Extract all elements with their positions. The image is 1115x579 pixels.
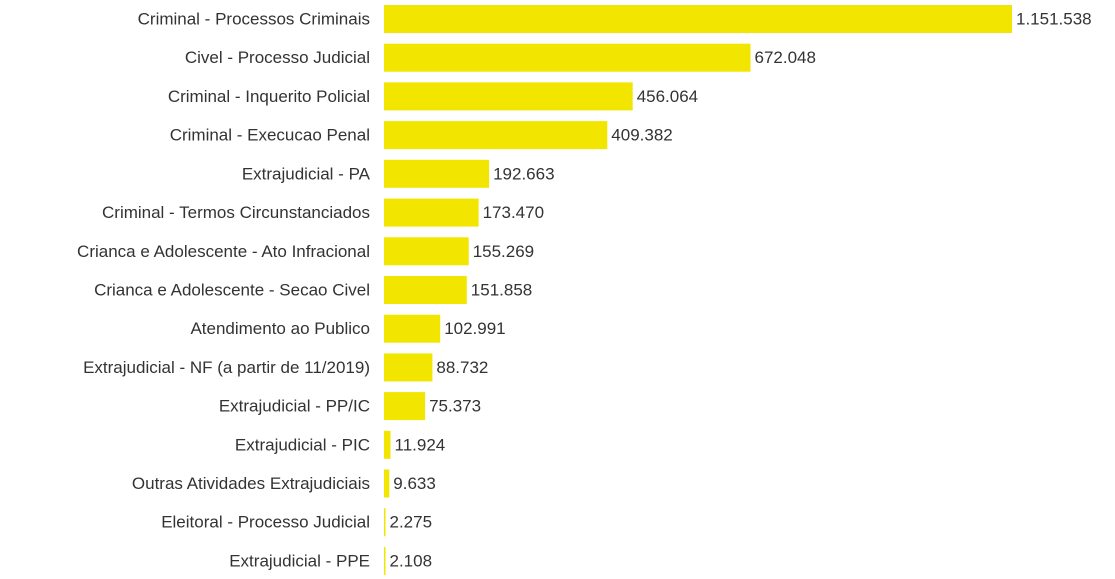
category-label: Criminal - Termos Circunstanciados xyxy=(102,203,370,222)
bar xyxy=(384,237,469,266)
category-label: Civel - Processo Judicial xyxy=(185,48,370,67)
value-label: 75.373 xyxy=(429,397,481,416)
bar xyxy=(384,508,386,537)
value-label: 409.382 xyxy=(611,126,672,145)
category-label: Eleitoral - Processo Judicial xyxy=(161,513,370,532)
value-label: 192.663 xyxy=(493,164,554,183)
bar xyxy=(384,159,490,188)
value-label: 2.108 xyxy=(390,551,433,570)
value-label: 102.991 xyxy=(444,319,505,338)
value-label: 11.924 xyxy=(395,435,446,454)
bar xyxy=(384,392,426,421)
value-label: 672.048 xyxy=(755,48,816,67)
bar xyxy=(384,353,433,382)
category-label: Extrajudicial - PPE xyxy=(229,551,370,570)
bar xyxy=(384,82,633,111)
category-label: Criminal - Processos Criminais xyxy=(138,10,370,29)
value-label: 9.633 xyxy=(393,474,436,493)
value-label: 456.064 xyxy=(637,87,698,106)
category-label: Extrajudicial - PIC xyxy=(235,435,370,454)
value-labels-group: 1.151.538 672.048 456.064 409.382 192.663 173… xyxy=(390,10,1092,571)
bar xyxy=(384,314,441,343)
value-label: 88.732 xyxy=(436,358,488,377)
bar xyxy=(384,43,751,72)
bar xyxy=(384,276,467,304)
bar xyxy=(384,546,386,575)
category-label: Crianca e Adolescente - Secao Civel xyxy=(94,281,370,300)
category-label: Criminal - Inquerito Policial xyxy=(168,87,370,106)
bar xyxy=(384,198,479,227)
category-label: Crianca e Adolescente - Ato Infracional xyxy=(77,242,370,261)
category-label: Outras Atividades Extrajudiciais xyxy=(132,474,370,493)
bar xyxy=(384,430,391,459)
value-label: 151.858 xyxy=(471,281,532,300)
value-label: 155.269 xyxy=(473,242,534,261)
bars-group xyxy=(384,5,1012,575)
value-label: 2.275 xyxy=(390,513,433,532)
bar xyxy=(384,5,1012,33)
category-labels-group: Criminal - Processos Criminais Civel - Pr… xyxy=(77,10,371,571)
category-label: Criminal - Execucao Penal xyxy=(170,126,370,145)
category-label: Atendimento ao Publico xyxy=(190,319,370,338)
value-label: 1.151.538 xyxy=(1016,10,1092,29)
category-label: Extrajudicial - PP/IC xyxy=(219,397,370,416)
category-label: Extrajudicial - PA xyxy=(242,164,371,183)
category-label: Extrajudicial - NF (a partir de 11/2019) xyxy=(83,358,370,377)
bar xyxy=(384,469,390,498)
bar xyxy=(384,121,608,150)
value-label: 173.470 xyxy=(483,203,544,222)
